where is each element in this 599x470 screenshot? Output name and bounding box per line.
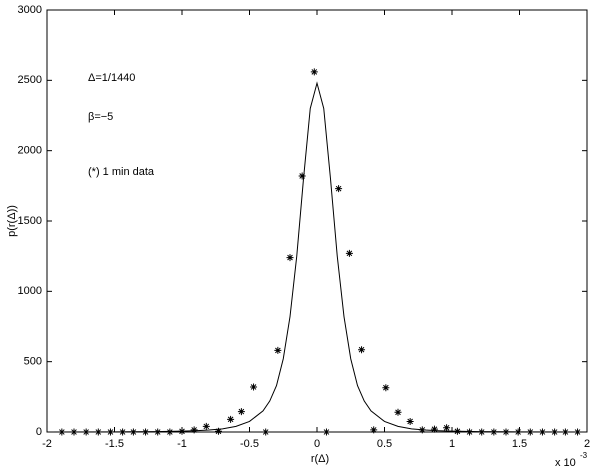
y-tick-label: 2500 [18, 74, 42, 86]
data-point [430, 425, 438, 433]
data-point [322, 428, 330, 436]
x-tick-label: -1.5 [105, 438, 124, 450]
data-point [335, 185, 343, 193]
annotation: (*) 1 min data [88, 166, 155, 178]
fit-line [46, 81, 588, 433]
data-point [370, 426, 378, 434]
x-tick-label: 0.5 [377, 438, 392, 450]
annotation: β=−5 [88, 111, 113, 123]
x-tick-label: -0.5 [240, 438, 259, 450]
data-point [250, 383, 258, 391]
data-point [406, 417, 414, 425]
data-point [443, 424, 451, 432]
data-point [310, 68, 318, 76]
y-tick-label: 3000 [18, 4, 42, 16]
y-tick-label: 2000 [18, 145, 42, 157]
data-point [345, 249, 353, 257]
x-tick-label: 1.5 [512, 438, 527, 450]
x-tick-label: -2 [42, 438, 52, 450]
data-point [466, 428, 474, 436]
data-point [298, 172, 306, 180]
data-point [394, 408, 402, 416]
y-tick-label: 500 [24, 356, 42, 368]
y-tick-label: 1000 [18, 285, 42, 297]
data-point [286, 254, 294, 262]
x-tick-label: 2 [584, 438, 590, 450]
y-tick-label: 1500 [18, 215, 42, 227]
x-scale-base: x 10 [555, 457, 576, 469]
y-tick-label: 0 [36, 426, 42, 438]
data-point [202, 422, 210, 430]
x-tick-label: -1 [177, 438, 187, 450]
x-tick-label: 1 [449, 438, 455, 450]
data-point [166, 428, 174, 436]
data-point [190, 426, 198, 434]
x-scale-exponent: -3 [580, 451, 588, 460]
y-axis-label: p(r(Δ)) [6, 205, 18, 237]
data-point [274, 346, 282, 354]
data-point [382, 384, 390, 392]
annotation: Δ=1/1440 [88, 72, 135, 84]
data-point [262, 428, 270, 436]
x-tick-label: 0 [314, 438, 320, 450]
data-point [214, 427, 222, 435]
data-point [227, 415, 235, 423]
data-point [237, 408, 245, 416]
data-point [358, 346, 366, 354]
x-axis-label: r(Δ) [311, 453, 329, 465]
